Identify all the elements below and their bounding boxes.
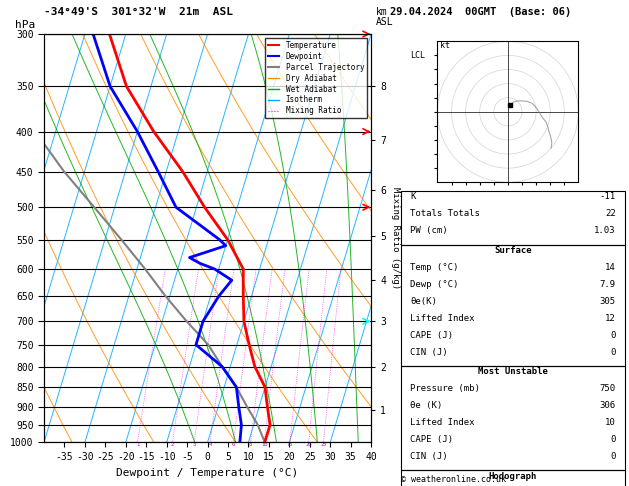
Text: -34°49'S  301°32'W  21m  ASL: -34°49'S 301°32'W 21m ASL: [44, 7, 233, 17]
Text: CAPE (J): CAPE (J): [410, 330, 454, 340]
Legend: Temperature, Dewpoint, Parcel Trajectory, Dry Adiabat, Wet Adiabat, Isotherm, Mi: Temperature, Dewpoint, Parcel Trajectory…: [265, 38, 367, 119]
Bar: [401, 470, 625, 486]
Text: 0: 0: [610, 330, 616, 340]
Text: 2: 2: [171, 442, 174, 447]
Text: Temp (°C): Temp (°C): [410, 263, 459, 272]
Text: 10: 10: [605, 418, 616, 427]
Text: 25: 25: [320, 442, 327, 447]
X-axis label: Dewpoint / Temperature (°C): Dewpoint / Temperature (°C): [116, 468, 299, 478]
Text: 10: 10: [261, 442, 267, 447]
Text: Pressure (mb): Pressure (mb): [410, 384, 480, 393]
Text: Totals Totals: Totals Totals: [410, 209, 480, 218]
Text: 0: 0: [610, 347, 616, 357]
Text: Most Unstable: Most Unstable: [478, 367, 548, 377]
Text: CIN (J): CIN (J): [410, 347, 448, 357]
Text: 750: 750: [599, 384, 616, 393]
Text: 14: 14: [605, 263, 616, 272]
Text: -11: -11: [599, 192, 616, 202]
Text: Lifted Index: Lifted Index: [410, 418, 475, 427]
Text: kt: kt: [440, 41, 450, 51]
Text: 22: 22: [605, 209, 616, 218]
Text: km: km: [376, 7, 388, 17]
Text: K: K: [410, 192, 416, 202]
Text: 305: 305: [599, 297, 616, 306]
Text: hPa: hPa: [14, 20, 35, 30]
Text: 8: 8: [249, 442, 252, 447]
Text: 6: 6: [231, 442, 235, 447]
Text: PW (cm): PW (cm): [410, 226, 448, 235]
Text: 12: 12: [605, 314, 616, 323]
Y-axis label: Mixing Ratio (g/kg): Mixing Ratio (g/kg): [391, 187, 400, 289]
Bar: [401, 244, 625, 366]
Text: Dewp (°C): Dewp (°C): [410, 280, 459, 289]
Text: Hodograph: Hodograph: [489, 472, 537, 481]
Text: 0: 0: [610, 435, 616, 444]
Text: 0: 0: [610, 452, 616, 461]
Text: LCL: LCL: [410, 51, 425, 59]
Text: CAPE (J): CAPE (J): [410, 435, 454, 444]
Text: Surface: Surface: [494, 246, 532, 255]
Text: θe (K): θe (K): [410, 401, 442, 410]
Text: 1: 1: [136, 442, 139, 447]
Text: ASL: ASL: [376, 17, 394, 27]
Text: CIN (J): CIN (J): [410, 452, 448, 461]
Text: 3: 3: [192, 442, 196, 447]
Bar: [401, 191, 625, 244]
Text: 306: 306: [599, 401, 616, 410]
Text: 29.04.2024  00GMT  (Base: 06): 29.04.2024 00GMT (Base: 06): [390, 7, 571, 17]
Text: © weatheronline.co.uk: © weatheronline.co.uk: [401, 474, 506, 484]
Text: θe(K): θe(K): [410, 297, 437, 306]
Text: Lifted Index: Lifted Index: [410, 314, 475, 323]
Text: 7.9: 7.9: [599, 280, 616, 289]
Text: 4: 4: [208, 442, 212, 447]
Text: 1.03: 1.03: [594, 226, 616, 235]
Text: 20: 20: [306, 442, 312, 447]
Text: 15: 15: [287, 442, 293, 447]
Bar: [401, 366, 625, 470]
